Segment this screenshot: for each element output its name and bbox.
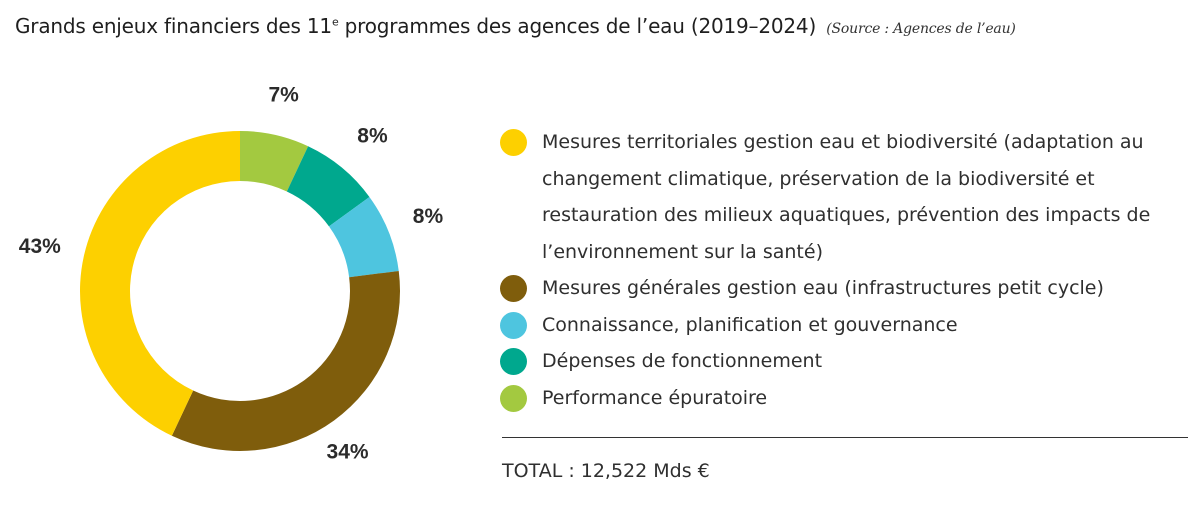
title-superscript: e: [331, 15, 339, 29]
legend-label: Mesures territoriales gestion eau et bio…: [542, 131, 1151, 263]
legend-swatch: [500, 311, 527, 339]
slice-percent-label: 34%: [327, 440, 369, 463]
slice-percent-label: 7%: [268, 83, 299, 106]
legend-swatch: [500, 348, 527, 375]
legend-item-generales: Mesures générales gestion eau (infrastru…: [500, 270, 1190, 307]
donut-slice: [240, 131, 309, 192]
chart-title: Grands enjeux financiers des 11e program…: [15, 14, 1016, 38]
legend-item-performance: Performance épuratoire: [500, 380, 1190, 417]
legend-swatch: [500, 275, 527, 302]
slice-percent-label: 43%: [19, 235, 61, 258]
title-prefix: Grands enjeux financiers des 11: [15, 14, 332, 38]
slice-percent-label: 8%: [413, 205, 444, 228]
legend-label: Dépenses de fonctionnement: [542, 350, 823, 372]
title-suffix: programmes des agences de l’eau (2019–20…: [338, 14, 817, 38]
donut-chart: 7% 8% 8% 34% 43%: [19, 83, 444, 463]
donut-slice: [171, 270, 400, 451]
legend-item-connaissance: Connaissance, planification et gouvernan…: [500, 307, 1190, 344]
legend-item-territoriales: Mesures territoriales gestion eau et bio…: [500, 124, 1190, 270]
legend-label: Mesures générales gestion eau (infrastru…: [542, 277, 1104, 299]
legend-divider: [502, 437, 1188, 438]
legend-swatch: [500, 384, 527, 412]
legend-label: Connaissance, planification et gouvernan…: [542, 313, 958, 336]
legend-item-fonctionnement: Dépenses de fonctionnement: [500, 343, 1190, 380]
donut-slice: [328, 196, 399, 278]
legend-swatch: [500, 129, 527, 156]
donut-slice: [286, 146, 370, 227]
legend-label: Performance épuratoire: [542, 386, 768, 409]
source-note: (Source : Agences de l’eau): [826, 21, 1016, 37]
chart-legend: Mesures territoriales gestion eau et bio…: [500, 124, 1190, 416]
donut-slice: [79, 131, 240, 436]
total-amount: TOTAL : 12,522 Mds €: [502, 460, 710, 482]
slice-percent-label: 8%: [357, 124, 388, 147]
